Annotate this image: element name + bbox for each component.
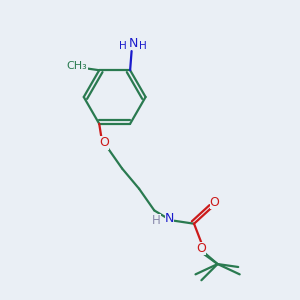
Text: H: H (119, 41, 127, 51)
Text: N: N (165, 212, 174, 225)
Text: O: O (99, 136, 109, 149)
Text: H: H (152, 214, 161, 227)
Text: O: O (196, 242, 206, 255)
Text: N: N (128, 37, 138, 50)
Text: CH₃: CH₃ (67, 61, 88, 71)
Text: O: O (210, 196, 220, 209)
Text: H: H (139, 41, 147, 51)
